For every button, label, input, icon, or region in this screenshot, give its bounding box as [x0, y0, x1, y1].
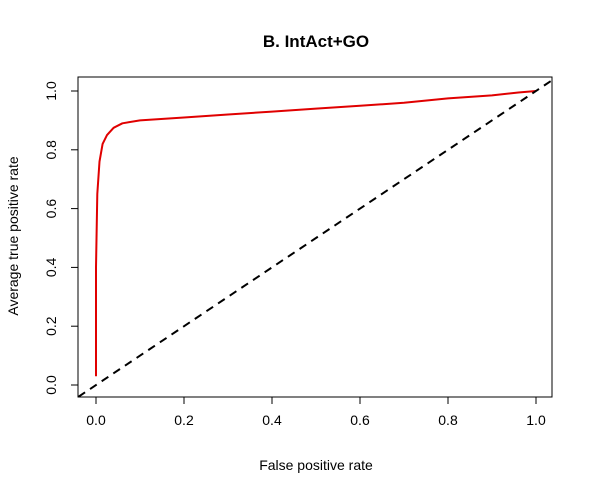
x-tick-label: 0.2	[174, 412, 194, 428]
chart-title: B. IntAct+GO	[263, 32, 369, 51]
series-layer	[77, 78, 555, 398]
x-tick-label: 0.8	[438, 412, 458, 428]
x-tick-label: 0.6	[350, 412, 370, 428]
y-tick-label: 0.0	[43, 375, 59, 395]
y-axis: 0.0 0.2 0.4 0.6 0.8 1.0	[43, 81, 79, 395]
roc-curve	[95, 90, 537, 377]
x-axis: 0.0 0.2 0.4 0.6 0.8 1.0	[86, 396, 546, 428]
y-tick-label: 0.6	[43, 199, 59, 219]
y-tick-label: 0.2	[43, 316, 59, 336]
diagonal-reference-line	[77, 78, 555, 398]
x-tick-label: 1.0	[526, 412, 546, 428]
y-tick-label: 1.0	[43, 81, 59, 101]
x-axis-label: False positive rate	[259, 457, 373, 473]
x-tick-label: 0.0	[86, 412, 106, 428]
x-tick-label: 0.4	[262, 412, 282, 428]
y-axis-label: Average true positive rate	[5, 156, 21, 315]
y-tick-label: 0.4	[43, 257, 59, 277]
y-tick-label: 0.8	[43, 140, 59, 160]
